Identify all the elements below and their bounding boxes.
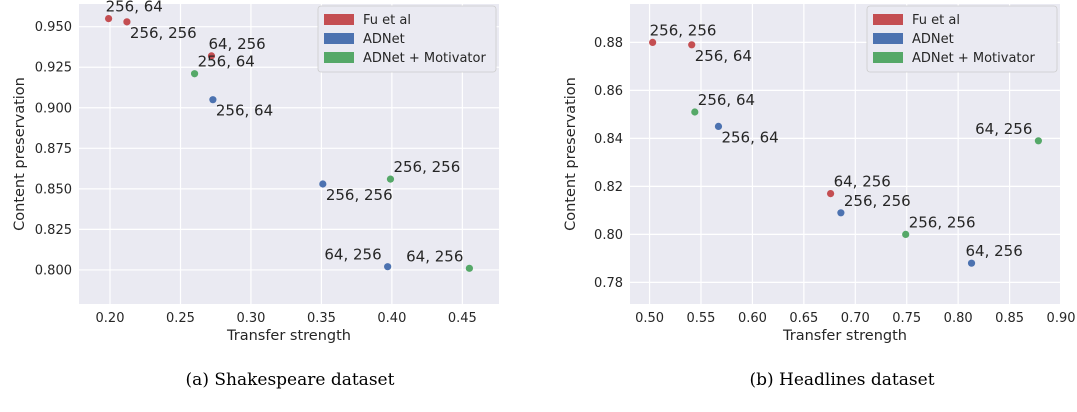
- point-label: 64, 256: [208, 35, 265, 53]
- data-point: [837, 209, 845, 217]
- chart-panel-a: 0.20 0.25 0.30 0.35 0.40 0.45 0.800 0.825 0.850 0…: [12, 0, 499, 344]
- legend-swatch: [873, 14, 903, 25]
- y-tick-label: 0.86: [594, 84, 623, 99]
- x-tick-label: 0.50: [635, 311, 664, 326]
- legend-frame: [317, 5, 497, 73]
- data-point: [386, 175, 395, 183]
- x-tick-label: 0.90: [1047, 311, 1076, 326]
- x-tick-label: 0.65: [789, 311, 818, 326]
- y-tick-label: 0.88: [594, 36, 623, 51]
- data-point: [967, 259, 976, 267]
- data-point: [190, 70, 199, 78]
- point-label: 256, 256: [326, 186, 393, 204]
- point-label: 256, 256: [130, 24, 197, 42]
- x-tick-label: 0.25: [166, 311, 195, 326]
- y-tick-label: 0.84: [594, 132, 623, 147]
- point-label: 256, 256: [909, 213, 976, 231]
- legend-entry: ADNet + Motivator: [912, 51, 1035, 66]
- x-tick-label: 0.70: [841, 311, 870, 326]
- point-label: 256, 64: [721, 128, 778, 146]
- point-label: 256, 64: [106, 0, 163, 16]
- x-tick-label: 0.75: [892, 311, 921, 326]
- data-point: [649, 38, 657, 47]
- legend-swatch: [324, 33, 354, 44]
- x-tick-label: 0.45: [448, 311, 477, 326]
- data-point: [209, 96, 217, 104]
- data-point: [319, 180, 327, 188]
- point-label: 64, 256: [975, 120, 1032, 138]
- y-tick-label: 0.875: [35, 142, 72, 157]
- legend-entry: ADNet: [912, 32, 954, 47]
- y-tick-label: 0.925: [35, 61, 72, 76]
- legend-entry: Fu et al: [912, 13, 960, 28]
- x-tick-label: 0.80: [944, 311, 973, 326]
- legend: Fu et al ADNet ADNet + Motivator: [317, 5, 497, 73]
- data-point: [902, 230, 910, 238]
- legend-swatch: [324, 52, 354, 63]
- x-tick-label: 0.35: [307, 311, 336, 326]
- legend-swatch: [873, 52, 903, 63]
- data-point: [688, 41, 696, 49]
- data-point: [714, 122, 723, 130]
- data-point: [826, 190, 835, 198]
- legend-swatch: [873, 33, 903, 44]
- legend-swatch: [324, 14, 354, 25]
- y-tick-label: 0.850: [35, 182, 72, 197]
- y-axis-label: Content preservation: [12, 77, 28, 231]
- x-axis-label: Transfer strength: [782, 328, 907, 344]
- data-point: [123, 18, 131, 26]
- data-point: [1034, 137, 1042, 145]
- point-label: 256, 64: [216, 102, 273, 120]
- y-tick-label: 0.800: [35, 263, 72, 278]
- point-label: 256, 256: [393, 158, 460, 176]
- data-point: [465, 264, 474, 272]
- legend-frame: [866, 5, 1058, 73]
- data-point: [691, 108, 699, 116]
- x-tick-label: 0.20: [96, 311, 125, 326]
- point-label: 64, 256: [406, 247, 463, 265]
- point-label: 256, 256: [650, 21, 717, 39]
- chart-panel-b: 0.50 0.55 0.60 0.65 0.70 0.75 0.80 0.85 0.90 0.78…: [563, 4, 1076, 344]
- x-tick-label: 0.55: [687, 311, 716, 326]
- y-tick-label: 0.78: [594, 276, 623, 291]
- y-tick-label: 0.900: [35, 101, 72, 116]
- legend-entry: Fu et al: [363, 13, 411, 28]
- x-tick-label: 0.60: [738, 311, 767, 326]
- legend-entry: ADNet + Motivator: [363, 51, 486, 66]
- point-label: 256, 64: [698, 91, 755, 109]
- y-axis-label: Content preservation: [563, 77, 579, 231]
- point-label: 256, 64: [695, 47, 752, 65]
- caption-a: (a) Shakespeare dataset: [185, 370, 395, 390]
- y-tick-label: 0.825: [35, 223, 72, 238]
- x-axis-label: Transfer strength: [226, 328, 351, 344]
- x-tick-label: 0.30: [236, 311, 265, 326]
- figure: 0.20 0.25 0.30 0.35 0.40 0.45 0.800 0.825 0.850 0…: [12, 0, 1076, 344]
- y-tick-label: 0.80: [594, 228, 623, 243]
- data-point: [104, 14, 113, 23]
- point-label: 64, 256: [966, 242, 1023, 260]
- point-label: 64, 256: [324, 246, 381, 264]
- x-tick-label: 0.40: [377, 311, 406, 326]
- data-point: [207, 52, 216, 60]
- caption-b: (b) Headlines dataset: [749, 370, 935, 390]
- y-tick-label: 0.82: [594, 180, 623, 195]
- point-label: 256, 256: [844, 192, 911, 210]
- point-label: 256, 64: [198, 53, 255, 71]
- legend-entry: ADNet: [363, 32, 405, 47]
- y-tick-label: 0.950: [35, 20, 72, 35]
- legend: Fu et al ADNet ADNet + Motivator: [866, 5, 1058, 73]
- data-point: [384, 263, 392, 271]
- x-tick-label: 0.85: [995, 311, 1024, 326]
- point-label: 64, 256: [834, 173, 891, 191]
